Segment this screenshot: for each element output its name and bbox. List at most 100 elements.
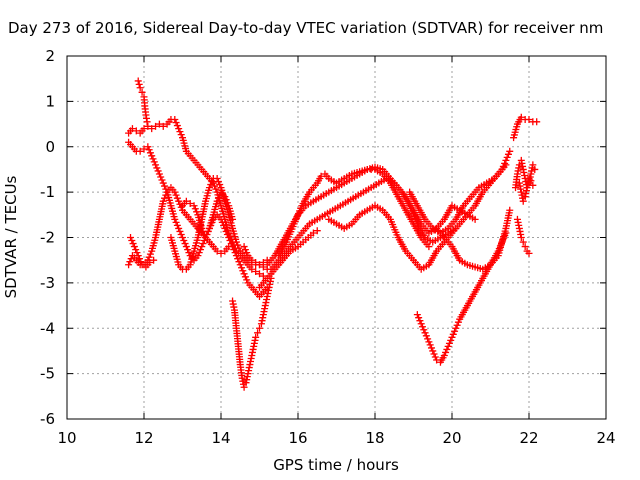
x-tick-label: 24 xyxy=(596,429,615,447)
data-point xyxy=(451,327,459,335)
data-point xyxy=(177,230,185,238)
data-point xyxy=(198,243,206,251)
data-point xyxy=(240,383,248,391)
data-point xyxy=(176,128,184,136)
data-point xyxy=(136,255,144,263)
data-point xyxy=(213,175,221,183)
data-point xyxy=(216,191,224,199)
data-point xyxy=(221,193,229,201)
data-point xyxy=(417,320,425,328)
data-point xyxy=(415,314,423,322)
data-point xyxy=(445,339,453,347)
data-point xyxy=(529,181,537,189)
data-point xyxy=(193,208,201,216)
y-tick-label: 1 xyxy=(45,92,55,110)
data-point xyxy=(134,77,142,85)
data-point xyxy=(240,243,248,251)
data-point xyxy=(159,122,167,130)
data-point xyxy=(214,178,222,186)
data-point xyxy=(447,336,455,344)
data-point xyxy=(149,155,157,163)
data-point xyxy=(214,194,222,202)
data-point xyxy=(313,227,321,235)
data-point xyxy=(426,341,434,349)
data-point xyxy=(531,165,539,173)
data-point xyxy=(235,258,243,266)
data-point xyxy=(431,353,439,361)
data-point xyxy=(205,184,213,192)
data-point xyxy=(186,199,194,207)
data-point xyxy=(217,249,225,257)
data-point xyxy=(208,178,216,186)
data-point xyxy=(504,150,512,158)
data-point xyxy=(129,240,137,248)
data-point xyxy=(199,240,207,248)
data-point xyxy=(252,268,260,276)
data-point xyxy=(191,205,199,213)
data-point xyxy=(525,249,533,257)
data-point xyxy=(171,116,179,124)
data-point xyxy=(176,227,184,235)
data-point xyxy=(211,182,219,190)
data-point xyxy=(135,80,143,88)
data-point xyxy=(179,234,186,241)
data-point xyxy=(430,350,438,358)
data-point xyxy=(499,162,507,170)
x-tick-label: 12 xyxy=(134,429,153,447)
data-point xyxy=(207,181,215,189)
data-point xyxy=(213,197,221,205)
data-point xyxy=(155,170,163,178)
data-point xyxy=(203,230,211,238)
data-point xyxy=(152,122,160,130)
data-point xyxy=(127,234,135,241)
data-point xyxy=(130,243,138,251)
data-point xyxy=(155,120,163,128)
data-point xyxy=(157,173,165,181)
data-point xyxy=(150,256,158,264)
data-point xyxy=(422,332,430,340)
data-point xyxy=(146,258,154,266)
data-point xyxy=(506,206,514,214)
data-point xyxy=(173,122,181,130)
data-point xyxy=(128,237,136,245)
data-point xyxy=(202,234,210,241)
data-point xyxy=(225,234,233,241)
data-point xyxy=(171,215,179,223)
data-point xyxy=(177,203,185,211)
data-point xyxy=(252,333,260,341)
data-point xyxy=(181,240,189,248)
data-point xyxy=(125,261,133,269)
data-point xyxy=(126,258,134,266)
data-point xyxy=(425,243,433,251)
tick-marks xyxy=(66,55,607,420)
y-tick-label: -4 xyxy=(40,319,55,337)
data-point xyxy=(243,249,251,257)
data-point xyxy=(517,113,525,121)
data-point xyxy=(185,249,193,257)
data-point xyxy=(529,161,537,169)
data-point xyxy=(161,194,169,202)
data-point xyxy=(229,215,237,223)
data-point xyxy=(196,246,204,254)
data-point xyxy=(172,119,180,127)
data-point xyxy=(521,243,529,251)
y-tick-label: -1 xyxy=(40,183,55,201)
chart-title: Day 273 of 2016, Sidereal Day-to-day VTE… xyxy=(8,19,603,37)
data-point xyxy=(128,125,136,133)
data-point xyxy=(216,181,224,189)
data-point xyxy=(177,131,185,139)
data-point xyxy=(173,194,181,202)
data-point xyxy=(145,146,153,154)
data-point xyxy=(421,329,429,337)
data-point xyxy=(217,215,225,223)
data-point xyxy=(137,258,145,266)
data-point xyxy=(212,185,220,193)
data-point xyxy=(172,191,180,199)
x-tick-label: 20 xyxy=(442,429,461,447)
data-point xyxy=(223,230,231,238)
data-point xyxy=(162,185,170,193)
data-point xyxy=(153,164,161,172)
data-point xyxy=(425,338,433,346)
y-tick-label: 0 xyxy=(45,138,55,156)
